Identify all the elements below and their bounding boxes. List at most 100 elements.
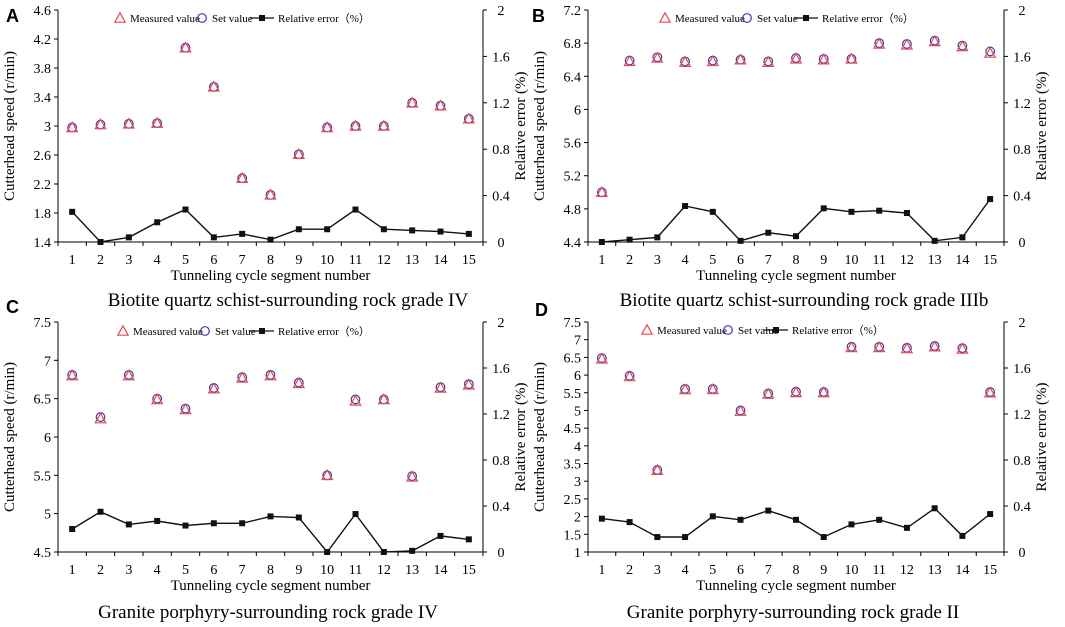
x-tick-label: 13	[405, 563, 419, 578]
panel-label: A	[6, 6, 19, 26]
relative-error-point	[380, 549, 387, 555]
y-axis-title-right: Relative error (%)	[513, 71, 529, 180]
measured-value-point	[651, 51, 664, 63]
y-tick-label-right: 2	[498, 4, 505, 19]
y-tick-label-left: 7.5	[564, 316, 582, 331]
panel-label: B	[532, 6, 545, 26]
x-tick-label: 15	[983, 563, 997, 578]
legend-set-label: Set value	[738, 325, 779, 337]
x-tick-label: 5	[182, 563, 189, 578]
y-tick-label-right: 0.8	[1013, 143, 1031, 158]
x-tick-label: 8	[267, 253, 274, 268]
y-tick-label-left: 7.5	[34, 316, 52, 331]
x-tick-label: 9	[820, 253, 827, 268]
measured-value-point	[789, 52, 803, 64]
x-tick-label: 1	[598, 563, 605, 578]
relative-error-point	[210, 234, 217, 241]
x-tick-label: 9	[295, 253, 302, 268]
y-tick-label-left: 7	[44, 354, 51, 369]
measured-value-point	[789, 385, 803, 398]
y-tick-label-left: 4.5	[34, 546, 52, 561]
relative-error-point	[437, 228, 444, 235]
relative-error-point	[793, 516, 799, 523]
relative-error-point	[210, 520, 217, 527]
panel-caption: Granite porphyry-surrounding rock grade …	[627, 602, 959, 623]
measured-value-point	[235, 371, 249, 383]
x-tick-label: 2	[97, 563, 104, 578]
y-tick-label-right: 0	[498, 546, 505, 561]
relative-error-point	[820, 205, 827, 212]
measured-value-point	[405, 96, 419, 108]
relative-error-point	[182, 206, 189, 213]
measured-value-point	[623, 54, 636, 67]
measured-value-point	[706, 54, 720, 67]
measured-value-point	[762, 387, 775, 399]
x-tick-label: 6	[210, 253, 217, 268]
measured-value-point	[320, 468, 334, 481]
x-tick-label: 3	[654, 563, 661, 578]
y-tick-label-left: 3	[44, 120, 51, 135]
y-tick-label-left: 6.8	[564, 37, 582, 52]
y-tick-label-left: 3.5	[564, 458, 582, 473]
measured-value-point	[122, 117, 136, 129]
relative-error-point	[352, 206, 359, 213]
measured-value-point	[264, 369, 277, 381]
measured-value-point	[150, 116, 164, 128]
x-tick-label: 14	[434, 253, 448, 268]
legend-measured-marker	[116, 324, 130, 336]
y-tick-label-right: 0.4	[492, 190, 510, 205]
y-tick-label-right: 2	[1019, 4, 1026, 19]
x-tick-label: 5	[709, 253, 716, 268]
relative-error-point	[737, 516, 744, 523]
x-tick-label: 4	[682, 563, 689, 578]
x-axis-title: Tunneling cycle segment number	[696, 268, 896, 284]
relative-error-point	[267, 236, 274, 243]
y-tick-label-left: 2	[574, 511, 581, 526]
measured-value-point	[65, 369, 79, 381]
legend-measured-marker	[113, 11, 127, 23]
y-tick-label-right: 1.2	[492, 408, 510, 423]
y-tick-label-left: 6	[574, 103, 581, 118]
x-tick-label: 14	[955, 253, 969, 268]
panel-caption: Granite porphyry-surrounding rock grade …	[98, 602, 438, 623]
measured-value-point	[817, 385, 830, 398]
relative-error-point	[125, 234, 132, 241]
legend-error-label: Relative error（%）	[792, 324, 884, 337]
x-tick-label: 8	[267, 563, 274, 578]
measured-value-point	[377, 392, 391, 405]
relative-error-point	[654, 234, 661, 241]
y-tick-label-left: 6.5	[34, 393, 52, 408]
legend: Measured value Set value Relative error（%）	[658, 11, 914, 25]
relative-error-point	[626, 236, 633, 243]
y-tick-label-right: 1.6	[1013, 50, 1031, 65]
x-tick-label: 12	[900, 253, 914, 268]
y-tick-label-left: 1.5	[564, 528, 582, 543]
measured-value-point	[462, 112, 476, 124]
x-tick-label: 11	[872, 563, 885, 578]
measured-value-point	[900, 342, 914, 354]
y-axis-title-right: Relative error (%)	[1034, 382, 1050, 491]
x-tick-label: 2	[626, 563, 633, 578]
measured-value-point	[405, 470, 419, 482]
y-tick-label-right: 0.8	[492, 454, 510, 469]
measured-value-point	[762, 55, 775, 68]
legend-error-label: Relative error（%）	[822, 12, 914, 25]
relative-error-point	[903, 524, 910, 531]
measured-value-point	[179, 402, 192, 415]
measured-value-point	[734, 404, 747, 416]
relative-error-point	[69, 526, 76, 532]
y-tick-label-left: 5.2	[564, 170, 582, 185]
x-tick-label: 7	[239, 563, 246, 578]
relative-error-point	[848, 521, 855, 528]
relative-error-point	[465, 230, 472, 237]
measured-value-point	[623, 370, 636, 382]
y-tick-label-left: 4.4	[564, 236, 582, 251]
legend-set-label: Set value	[757, 13, 798, 25]
x-tick-label: 11	[349, 563, 362, 578]
x-tick-label: 6	[737, 253, 744, 268]
relative-error-point	[765, 229, 772, 236]
y-tick-label-left: 5	[574, 404, 581, 419]
relative-error-point	[987, 511, 994, 518]
y-tick-label-right: 0.8	[1013, 454, 1031, 469]
